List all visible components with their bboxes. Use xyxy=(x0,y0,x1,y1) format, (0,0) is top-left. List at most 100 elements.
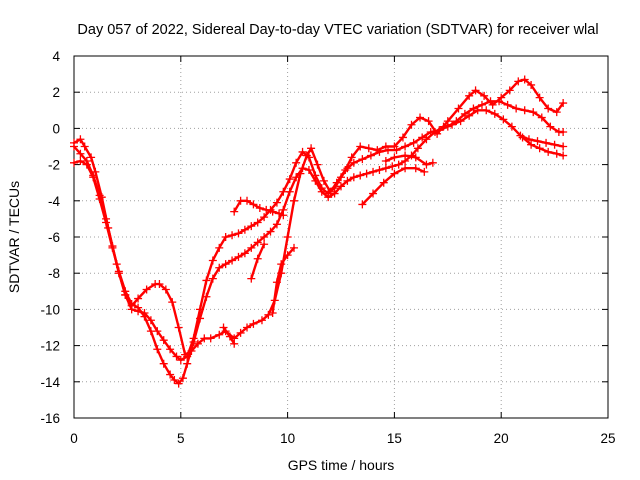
data-point xyxy=(307,144,316,153)
data-point xyxy=(416,113,425,122)
data-point xyxy=(411,153,420,162)
data-point xyxy=(369,167,378,176)
y-tick-label: -14 xyxy=(40,375,60,390)
data-point xyxy=(127,299,136,308)
data-point xyxy=(253,238,262,247)
x-tick-label: 0 xyxy=(70,431,78,446)
data-point xyxy=(166,370,175,379)
data-point xyxy=(383,146,392,155)
data-point xyxy=(439,122,448,131)
chart-title: Day 057 of 2022, Sidereal Day-to-day VTE… xyxy=(77,22,598,38)
data-point xyxy=(87,153,96,162)
data-point xyxy=(505,86,514,95)
data-point xyxy=(275,209,284,218)
data-point xyxy=(358,200,367,209)
data-point xyxy=(108,243,117,252)
data-point xyxy=(514,77,523,86)
data-point xyxy=(234,229,243,238)
series-3-line xyxy=(72,109,565,385)
y-tick-label: -6 xyxy=(48,230,60,245)
data-point xyxy=(381,156,390,165)
data-point xyxy=(290,196,299,205)
data-point xyxy=(228,256,237,265)
data-point xyxy=(559,142,568,151)
y-axis-label: SDTVAR / TECUs xyxy=(6,181,22,293)
data-point xyxy=(473,106,482,115)
data-point xyxy=(298,147,307,156)
x-tick-label: 5 xyxy=(177,431,185,446)
fragment-4 xyxy=(219,323,239,348)
data-point xyxy=(482,106,491,115)
data-point xyxy=(480,91,489,100)
data-point xyxy=(215,263,224,272)
series-3 xyxy=(70,106,568,388)
data-point xyxy=(253,254,262,263)
data-point xyxy=(559,151,568,160)
data-point xyxy=(550,140,559,149)
data-point xyxy=(230,339,239,348)
data-point xyxy=(230,207,239,216)
data-point xyxy=(486,97,495,106)
data-point xyxy=(272,198,281,207)
data-point xyxy=(134,294,143,303)
y-tick-label: -4 xyxy=(48,194,60,209)
data-point xyxy=(559,128,568,137)
data-point xyxy=(208,274,217,283)
series-2 xyxy=(70,97,568,365)
data-point xyxy=(375,147,384,156)
data-point xyxy=(146,327,155,336)
data-point xyxy=(337,182,345,191)
data-point xyxy=(70,158,78,167)
data-point xyxy=(221,260,230,269)
data-point xyxy=(430,128,439,137)
data-point xyxy=(390,153,399,162)
data-point xyxy=(225,332,234,341)
data-point xyxy=(401,142,410,151)
data-point xyxy=(495,97,504,106)
data-point xyxy=(343,176,352,185)
data-point xyxy=(202,292,211,301)
y-tick-label: 4 xyxy=(52,49,60,64)
data-point xyxy=(172,352,181,361)
data-point xyxy=(465,111,474,120)
data-point xyxy=(206,334,215,343)
data-point xyxy=(356,171,365,180)
data-point xyxy=(311,176,320,185)
data-point xyxy=(159,336,168,345)
data-point xyxy=(272,278,281,287)
y-tick-label: 0 xyxy=(52,121,60,136)
x-tick-label: 15 xyxy=(387,431,402,446)
data-point xyxy=(146,316,155,325)
data-point xyxy=(292,158,301,167)
data-point xyxy=(170,375,179,384)
data-point xyxy=(290,243,299,252)
data-point xyxy=(215,330,224,339)
data-series xyxy=(70,75,568,388)
data-point xyxy=(546,122,555,131)
data-point xyxy=(366,151,375,160)
data-point xyxy=(418,133,427,142)
data-point xyxy=(428,158,437,167)
data-point xyxy=(465,91,474,100)
data-point xyxy=(266,227,275,236)
data-point xyxy=(358,155,367,164)
data-point xyxy=(499,115,508,124)
data-point xyxy=(140,312,149,321)
data-point xyxy=(422,160,431,169)
data-point xyxy=(422,135,431,144)
data-point xyxy=(174,379,183,388)
data-point xyxy=(260,233,269,241)
data-point xyxy=(279,211,288,220)
data-point xyxy=(262,205,271,214)
data-point xyxy=(420,167,429,176)
data-point xyxy=(257,316,266,325)
data-point xyxy=(155,280,164,289)
data-point xyxy=(460,109,469,118)
data-point xyxy=(183,359,192,368)
data-point xyxy=(471,86,480,95)
data-point xyxy=(208,256,217,265)
data-point xyxy=(512,104,521,113)
data-point xyxy=(76,135,85,144)
data-point xyxy=(196,314,205,323)
data-point xyxy=(285,175,294,184)
